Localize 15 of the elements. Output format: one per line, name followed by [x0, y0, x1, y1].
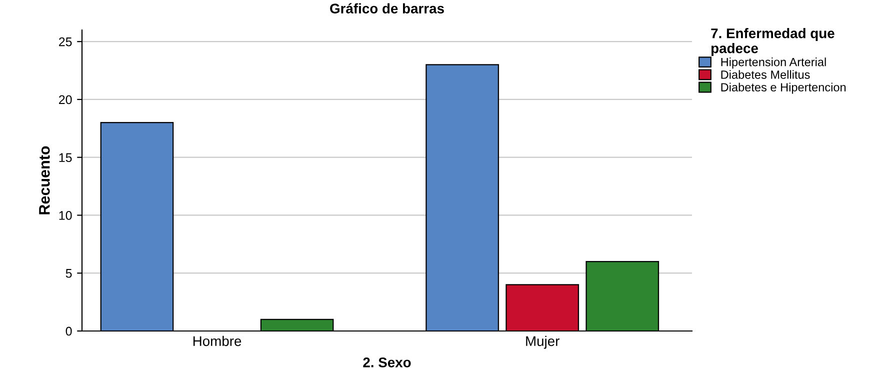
- legend-label: Hipertension Arterial: [721, 58, 826, 69]
- y-tick-label: 20: [59, 95, 72, 104]
- legend-label: Diabetes Mellitus: [721, 70, 810, 79]
- y-tick-label: 0: [66, 326, 72, 336]
- legend-title: 7. Enfermedad que padece: [711, 28, 834, 56]
- legend-label: Diabetes e Hipertencion: [721, 82, 846, 94]
- y-tick-label: 25: [59, 37, 72, 46]
- y-tick-label: 10: [59, 211, 72, 220]
- y-tick-label: 15: [59, 153, 72, 162]
- y-tick-label: 5: [66, 269, 72, 278]
- x-tick-label: Hombre: [193, 336, 242, 346]
- x-axis-title: 2. Sexo: [363, 358, 411, 368]
- chart-title: Gráfico de barras: [330, 3, 444, 14]
- x-tick-label: Mujer: [526, 336, 560, 349]
- y-axis-title: Recuento: [39, 146, 50, 214]
